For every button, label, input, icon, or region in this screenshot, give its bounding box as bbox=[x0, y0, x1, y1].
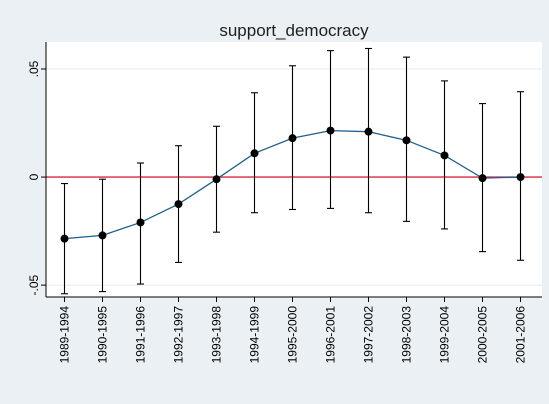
x-tick-label: 1997-2002 bbox=[362, 306, 376, 364]
data-point bbox=[60, 234, 69, 243]
grid-lines bbox=[46, 68, 542, 286]
data-point bbox=[364, 127, 373, 136]
data-point bbox=[402, 136, 411, 145]
plot-area bbox=[46, 42, 542, 297]
data-point bbox=[174, 200, 183, 209]
x-tick-label: 1991-1996 bbox=[134, 306, 148, 364]
x-tick-label: 1995-2000 bbox=[286, 306, 300, 364]
x-tick-label: 1994-1999 bbox=[248, 306, 262, 364]
x-axis: 1989-1994 1990-1995 1991-1996 1992-1997 1993… bbox=[46, 296, 542, 364]
x-tick-label: 1998-2003 bbox=[400, 306, 414, 364]
data-point bbox=[478, 174, 487, 183]
data-point bbox=[516, 173, 525, 182]
x-tick-label: 1996-2001 bbox=[324, 306, 338, 364]
x-tick-label: 1990-1995 bbox=[96, 306, 110, 364]
x-tick-label: 1989-1994 bbox=[58, 306, 72, 364]
x-tick-label: 1999-2004 bbox=[438, 306, 452, 364]
data-point bbox=[440, 151, 449, 160]
data-point bbox=[212, 175, 221, 184]
x-tick-label: 1993-1998 bbox=[210, 306, 224, 364]
x-tick-label: 1992-1997 bbox=[172, 306, 186, 364]
y-tick-label: -.05 bbox=[27, 274, 41, 295]
y-tick-label: .05 bbox=[27, 60, 41, 77]
chart-title: support_democracy bbox=[219, 21, 369, 40]
data-point bbox=[288, 134, 297, 143]
data-point bbox=[136, 218, 145, 227]
x-tick-label: 2000-2005 bbox=[476, 306, 490, 364]
y-axis: -.05 0 .05 bbox=[27, 42, 47, 297]
x-tick-label: 2001-2006 bbox=[514, 306, 528, 364]
y-tick-label: 0 bbox=[27, 173, 41, 180]
data-point bbox=[98, 231, 107, 240]
data-point bbox=[250, 149, 259, 158]
data-points bbox=[60, 126, 525, 243]
data-point bbox=[326, 126, 335, 135]
